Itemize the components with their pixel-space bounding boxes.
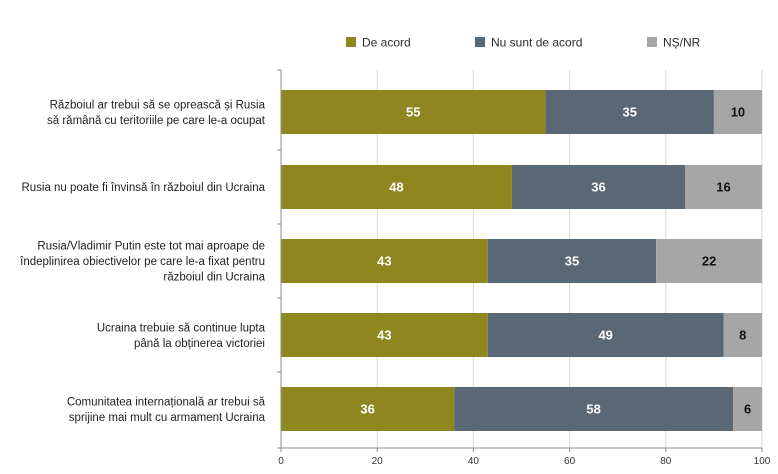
x-tick-label: 40 (468, 456, 480, 467)
category-label-line: sprijine mai mult cu armament Ucraina (69, 412, 266, 424)
data-label: 35 (565, 254, 579, 269)
bar-segment (281, 387, 455, 431)
bar-segment (454, 387, 734, 431)
bar-segment (487, 313, 724, 357)
category-label-line: Războiul ar trebui să se oprească și Rus… (50, 99, 266, 111)
bar-segment (723, 313, 762, 357)
legend-label: NȘ/NR (663, 36, 701, 50)
data-label: 55 (406, 105, 420, 120)
bar-segment (281, 165, 512, 209)
data-label: 36 (591, 180, 605, 195)
category-label: Ucraina trebuie să continue lupta până la… (97, 322, 266, 350)
legend-item: De acord (346, 36, 411, 50)
x-tick-label: 0 (278, 456, 284, 467)
data-label: 16 (716, 180, 730, 195)
category-label-line: Comunitatea internațională ar trebui să (67, 396, 266, 408)
bar-segment (281, 313, 488, 357)
bar-segment (281, 239, 488, 283)
data-label: 58 (586, 402, 600, 417)
category-label-line: să rămână cu teritoriile pe care le-a oc… (47, 115, 266, 127)
category-label-line: îndeplinirea obiectivelor pe care le-a f… (19, 256, 265, 268)
legend-label: De acord (362, 36, 411, 50)
x-tick-label: 80 (660, 456, 672, 467)
bar-segment (511, 165, 686, 209)
bars: 55 35 10 48 36 16 43 35 22 43 49 8 36 58 6 (281, 90, 762, 431)
legend-swatch (647, 37, 657, 47)
legend: De acord Nu sunt de acord NȘ/NR (346, 36, 701, 50)
category-label: Rusia nu poate fi învinsă în războiul di… (21, 182, 265, 194)
x-tick-label: 60 (564, 456, 576, 467)
x-tick-label: 20 (372, 456, 384, 467)
bar-segment (733, 387, 762, 431)
category-label-line: Rusia/Vladimir Putin este tot mai aproap… (37, 241, 265, 253)
data-label: 6 (744, 402, 751, 417)
legend-swatch (346, 37, 356, 47)
legend-swatch (475, 37, 485, 47)
data-label: 48 (389, 180, 403, 195)
legend-item: NȘ/NR (647, 36, 701, 50)
data-label: 43 (377, 328, 391, 343)
category-labels: Războiul ar trebui să se oprească și Rus… (19, 99, 266, 424)
bar-segment (685, 165, 762, 209)
category-label-line: Rusia nu poate fi învinsă în războiul di… (21, 182, 265, 194)
data-label: 8 (739, 328, 746, 343)
data-label: 35 (622, 105, 636, 120)
bar-segment (487, 239, 657, 283)
data-label: 49 (598, 328, 612, 343)
category-label-line: până la obținerea victoriei (134, 338, 265, 350)
bar-segment (713, 90, 762, 134)
category-label: Războiul ar trebui să se oprească și Rus… (47, 99, 266, 127)
category-label: Rusia/Vladimir Putin este tot mai aproap… (19, 241, 265, 284)
data-label: 43 (377, 254, 391, 269)
category-label-line: Ucraina trebuie să continue lupta (97, 322, 266, 334)
bar-segment (545, 90, 714, 134)
x-axis: 0 20 40 60 80 100 (277, 69, 771, 467)
data-label: 36 (360, 402, 374, 417)
legend-label: Nu sunt de acord (491, 36, 582, 50)
x-tick-label: 100 (754, 456, 771, 467)
category-label: Comunitatea internațională ar trebui să s… (67, 396, 266, 424)
category-label-line: războiul din Ucraina (163, 272, 265, 284)
bar-segment (281, 90, 546, 134)
legend-item: Nu sunt de acord (475, 36, 582, 50)
data-label: 10 (731, 105, 745, 120)
data-label: 22 (702, 254, 716, 269)
bar-segment (656, 239, 762, 283)
